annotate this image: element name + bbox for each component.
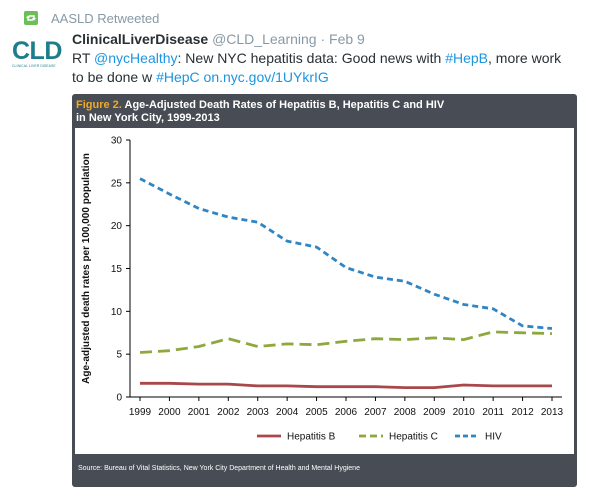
author-handle[interactable]: @CLD_Learning — [212, 31, 317, 47]
legend-label-hepb: Hepatitis B — [287, 432, 336, 443]
x-tick-label: 1999 — [129, 407, 152, 418]
figure-title-line1: Age-Adjusted Death Rates of Hepatitis B,… — [124, 99, 445, 111]
legend-label-hiv: HIV — [485, 432, 502, 443]
tweet-header: ClinicalLiverDisease @CLD_Learning · Feb… — [72, 31, 365, 49]
x-tick-label: 2001 — [188, 407, 211, 418]
x-tick-label: 2011 — [482, 407, 504, 418]
x-tick-label: 2006 — [335, 407, 358, 418]
avatar[interactable]: CLD CLINICAL LIVER DISEASE — [12, 38, 62, 78]
x-tick-label: 2008 — [394, 407, 417, 418]
retweet-label[interactable]: AASLD Retweeted — [51, 10, 160, 26]
y-tick-label: 10 — [111, 307, 123, 318]
series-line-hepb — [140, 381, 552, 390]
tweet-link[interactable]: #HepB — [445, 50, 489, 66]
x-tick-label: 2012 — [511, 407, 534, 418]
tweet-link[interactable]: on.nyc.gov/1UYkrIG — [203, 69, 329, 85]
y-axis-label: Age-adjusted death rates per 100,000 pop… — [81, 153, 92, 384]
series-line-hiv — [139, 177, 553, 330]
series-line-hepc — [139, 330, 553, 354]
tweet-text-segment: : New NYC hepatitis data: Good news with — [177, 50, 446, 66]
tweet-text-segment: RT — [72, 50, 95, 66]
y-tick-label: 15 — [111, 264, 123, 275]
figure-source: Source: Bureau of Vital Statistics, New … — [78, 465, 360, 472]
x-tick-label: 2007 — [364, 407, 387, 418]
x-tick-label: 2000 — [158, 407, 181, 418]
retweet-icon — [24, 11, 38, 25]
tweet-link[interactable]: #HepC — [156, 69, 200, 85]
x-tick-label: 2010 — [453, 407, 476, 418]
tweet-text-segment: , more work to be done w — [72, 50, 562, 85]
tweet-link[interactable]: @nycHealthy — [94, 50, 178, 66]
x-tick-label: 2003 — [247, 407, 270, 418]
media-card[interactable]: Figure 2. Age-Adjusted Death Rates of He… — [72, 94, 577, 487]
y-tick-label: 25 — [111, 178, 123, 189]
y-tick-label: 0 — [116, 393, 122, 404]
author-name[interactable]: ClinicalLiverDisease — [72, 31, 209, 47]
y-tick-label: 5 — [116, 350, 122, 361]
x-tick-label: 2004 — [276, 407, 299, 418]
figure-label: Figure 2. — [76, 99, 122, 111]
chart-area: 0 5 10 15 20 25 30 1999 2000 2001 2002 2003 2004 2005… — [75, 128, 574, 454]
x-tick-label: 2002 — [217, 407, 240, 418]
y-tick-label: 30 — [111, 136, 123, 147]
x-tick-label: 2009 — [423, 407, 446, 418]
y-tick-label: 20 — [111, 221, 123, 232]
header-separator: · — [320, 31, 326, 47]
tweet-timestamp[interactable]: Feb 9 — [329, 31, 365, 47]
figure-title: Figure 2. Age-Adjusted Death Rates of He… — [76, 99, 444, 125]
legend-label-hepc: Hepatitis C — [389, 432, 438, 443]
line-chart: 0 5 10 15 20 25 30 1999 2000 2001 2002 2003 2004 2005… — [81, 136, 564, 443]
x-tick-label: 2013 — [541, 407, 564, 418]
figure-title-line2: in New York City, 1999-2013 — [76, 112, 220, 124]
avatar-logo-sub: CLINICAL LIVER DISEASE — [12, 64, 56, 68]
retweet-context: AASLD Retweeted — [24, 9, 159, 27]
avatar-logo: CLD — [12, 37, 62, 65]
tweet-text: RT @nycHealthy: New NYC hepatitis data: … — [72, 49, 572, 87]
x-tick-label: 2005 — [305, 407, 328, 418]
